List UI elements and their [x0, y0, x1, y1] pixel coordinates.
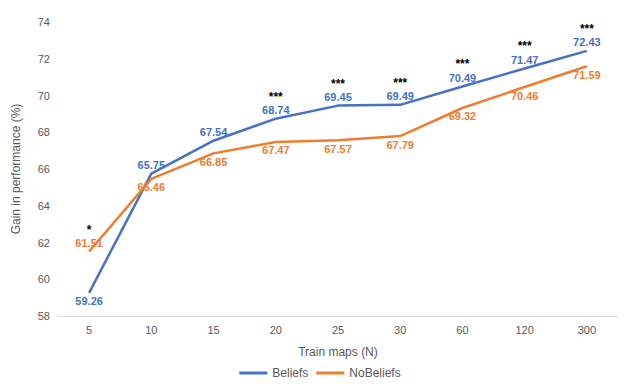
- svg-text:65.46: 65.46: [138, 181, 166, 193]
- svg-text:20: 20: [270, 324, 282, 336]
- svg-text:71.59: 71.59: [573, 69, 601, 81]
- svg-text:69.49: 69.49: [386, 90, 414, 102]
- svg-text:300: 300: [578, 324, 596, 336]
- svg-text:67.79: 67.79: [386, 139, 414, 151]
- svg-text:64: 64: [38, 200, 50, 212]
- svg-text:58: 58: [38, 310, 50, 322]
- svg-text:74: 74: [38, 16, 50, 28]
- svg-text:***: ***: [393, 76, 407, 90]
- svg-text:61.51: 61.51: [75, 237, 103, 249]
- svg-text:62: 62: [38, 237, 50, 249]
- svg-text:***: ***: [580, 22, 594, 36]
- svg-text:*: *: [87, 223, 92, 237]
- svg-text:59.26: 59.26: [75, 295, 103, 307]
- svg-text:70.49: 70.49: [449, 72, 477, 84]
- svg-text:66: 66: [38, 163, 50, 175]
- svg-text:65.75: 65.75: [138, 159, 166, 171]
- svg-text:70.46: 70.46: [511, 90, 539, 102]
- svg-text:***: ***: [455, 57, 469, 71]
- svg-text:60: 60: [456, 324, 468, 336]
- svg-text:Beliefs: Beliefs: [272, 366, 308, 380]
- svg-text:66.85: 66.85: [200, 156, 228, 168]
- svg-text:67.57: 67.57: [324, 143, 352, 155]
- svg-text:68: 68: [38, 126, 50, 138]
- svg-text:30: 30: [394, 324, 406, 336]
- svg-text:71.47: 71.47: [511, 54, 539, 66]
- svg-text:69.32: 69.32: [449, 110, 477, 122]
- svg-text:15: 15: [207, 324, 219, 336]
- svg-text:***: ***: [518, 39, 532, 53]
- svg-text:Train maps (N): Train maps (N): [298, 345, 378, 359]
- svg-text:10: 10: [145, 324, 157, 336]
- svg-text:120: 120: [515, 324, 533, 336]
- svg-text:69.45: 69.45: [324, 91, 352, 103]
- svg-text:72: 72: [38, 53, 50, 65]
- svg-text:Gain in performance (%): Gain in performance (%): [9, 104, 23, 235]
- svg-text:***: ***: [269, 90, 283, 104]
- svg-text:70: 70: [38, 90, 50, 102]
- svg-text:67.54: 67.54: [200, 126, 228, 138]
- svg-text:25: 25: [332, 324, 344, 336]
- svg-text:NoBeliefs: NoBeliefs: [349, 366, 400, 380]
- svg-text:68.74: 68.74: [262, 104, 290, 116]
- svg-text:***: ***: [331, 77, 345, 91]
- svg-text:5: 5: [86, 324, 92, 336]
- svg-text:60: 60: [38, 273, 50, 285]
- svg-text:67.47: 67.47: [262, 144, 290, 156]
- svg-text:72.43: 72.43: [573, 36, 601, 48]
